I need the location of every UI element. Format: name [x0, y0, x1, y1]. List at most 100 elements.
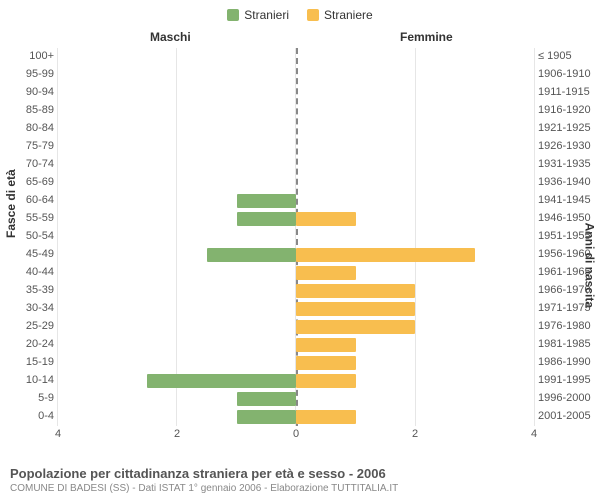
footer: Popolazione per cittadinanza straniera p… [10, 466, 590, 494]
y-right-tick: 1996-2000 [538, 393, 600, 404]
y-right-tick: 1961-1965 [538, 267, 600, 278]
legend-male-label: Stranieri [244, 8, 289, 22]
chart-title: Popolazione per cittadinanza straniera p… [10, 466, 590, 481]
y-right-ticks: ≤ 1905 1906-1910 1911-1915 1916-1920 1921-19… [534, 48, 600, 426]
legend-female-label: Straniere [324, 8, 373, 22]
y-right-tick: 1976-1980 [538, 321, 600, 332]
bar-row [58, 138, 534, 156]
bar-female [296, 356, 356, 370]
y-left-ticks: 100+95-9990-9485-8980-8475-7970-7465-696… [0, 48, 58, 426]
bar-row [58, 174, 534, 192]
bar-row [58, 264, 534, 282]
bar-row [58, 48, 534, 66]
y-right-tick: 1991-1995 [538, 375, 600, 386]
bar-male [237, 410, 297, 424]
y-right-tick: 1936-1940 [538, 177, 600, 188]
bar-row [58, 192, 534, 210]
y-right-tick: 1966-1970 [538, 285, 600, 296]
header-male: Maschi [150, 30, 191, 44]
y-right-tick: 1946-1950 [538, 213, 600, 224]
y-right-tick: ≤ 1905 [538, 51, 600, 62]
gridline [534, 48, 535, 426]
y-left-tick: 15-19 [0, 357, 54, 368]
y-left-tick: 0-4 [0, 411, 54, 422]
bar-female [296, 302, 415, 316]
x-tick: 2 [174, 428, 180, 440]
y-right-tick: 1986-1990 [538, 357, 600, 368]
y-left-tick: 35-39 [0, 285, 54, 296]
y-left-tick: 5-9 [0, 393, 54, 404]
y-left-tick: 70-74 [0, 159, 54, 170]
bar-row [58, 354, 534, 372]
bar-row [58, 228, 534, 246]
bar-male [147, 374, 296, 388]
bar-row [58, 336, 534, 354]
bar-male [207, 248, 296, 262]
bar-row [58, 390, 534, 408]
x-tick: 0 [293, 428, 299, 440]
bar-row [58, 66, 534, 84]
swatch-male [227, 9, 239, 21]
chart-subtitle: COMUNE DI BADESI (SS) - Dati ISTAT 1° ge… [10, 483, 590, 494]
y-right-tick: 1916-1920 [538, 105, 600, 116]
header-female: Femmine [400, 30, 453, 44]
y-left-tick: 30-34 [0, 303, 54, 314]
y-left-tick: 65-69 [0, 177, 54, 188]
bar-row [58, 282, 534, 300]
x-tick: 4 [55, 428, 61, 440]
y-left-tick: 95-99 [0, 69, 54, 80]
y-left-tick: 20-24 [0, 339, 54, 350]
plot-area [58, 48, 534, 426]
y-left-tick: 40-44 [0, 267, 54, 278]
bar-row [58, 84, 534, 102]
y-right-tick: 1981-1985 [538, 339, 600, 350]
bar-row [58, 120, 534, 138]
bar-row [58, 156, 534, 174]
legend-female: Straniere [307, 8, 373, 22]
y-right-tick: 1951-1955 [538, 231, 600, 242]
legend-male: Stranieri [227, 8, 289, 22]
chart: Fasce di età Anni di nascita 100+95-9990… [0, 48, 600, 446]
bar-row [58, 102, 534, 120]
y-right-tick: 1911-1915 [538, 87, 600, 98]
bar-row [58, 210, 534, 228]
bar-female [296, 374, 356, 388]
bar-row [58, 408, 534, 426]
y-left-tick: 45-49 [0, 249, 54, 260]
y-right-tick: 1956-1960 [538, 249, 600, 260]
y-right-tick: 1941-1945 [538, 195, 600, 206]
x-tick: 2 [412, 428, 418, 440]
y-left-tick: 55-59 [0, 213, 54, 224]
y-left-tick: 60-64 [0, 195, 54, 206]
y-right-tick: 1926-1930 [538, 141, 600, 152]
y-right-tick: 1921-1925 [538, 123, 600, 134]
y-left-tick: 50-54 [0, 231, 54, 242]
bar-female [296, 212, 356, 226]
bar-male [237, 392, 297, 406]
bar-female [296, 266, 356, 280]
bar-female [296, 284, 415, 298]
swatch-female [307, 9, 319, 21]
bar-row [58, 246, 534, 264]
y-right-tick: 1931-1935 [538, 159, 600, 170]
bar-row [58, 300, 534, 318]
bar-row [58, 372, 534, 390]
y-right-tick: 1971-1975 [538, 303, 600, 314]
y-left-tick: 85-89 [0, 105, 54, 116]
bar-male [237, 212, 297, 226]
y-right-tick: 1906-1910 [538, 69, 600, 80]
bar-female [296, 410, 356, 424]
y-left-tick: 10-14 [0, 375, 54, 386]
y-left-tick: 80-84 [0, 123, 54, 134]
y-left-tick: 100+ [0, 51, 54, 62]
y-left-tick: 25-29 [0, 321, 54, 332]
y-left-tick: 90-94 [0, 87, 54, 98]
legend: Stranieri Straniere [0, 0, 600, 24]
bar-row [58, 318, 534, 336]
x-axis: 4 2 0 2 4 [58, 426, 534, 446]
bar-female [296, 248, 475, 262]
x-tick: 4 [531, 428, 537, 440]
bar-female [296, 320, 415, 334]
y-right-tick: 2001-2005 [538, 411, 600, 422]
bar-male [237, 194, 297, 208]
